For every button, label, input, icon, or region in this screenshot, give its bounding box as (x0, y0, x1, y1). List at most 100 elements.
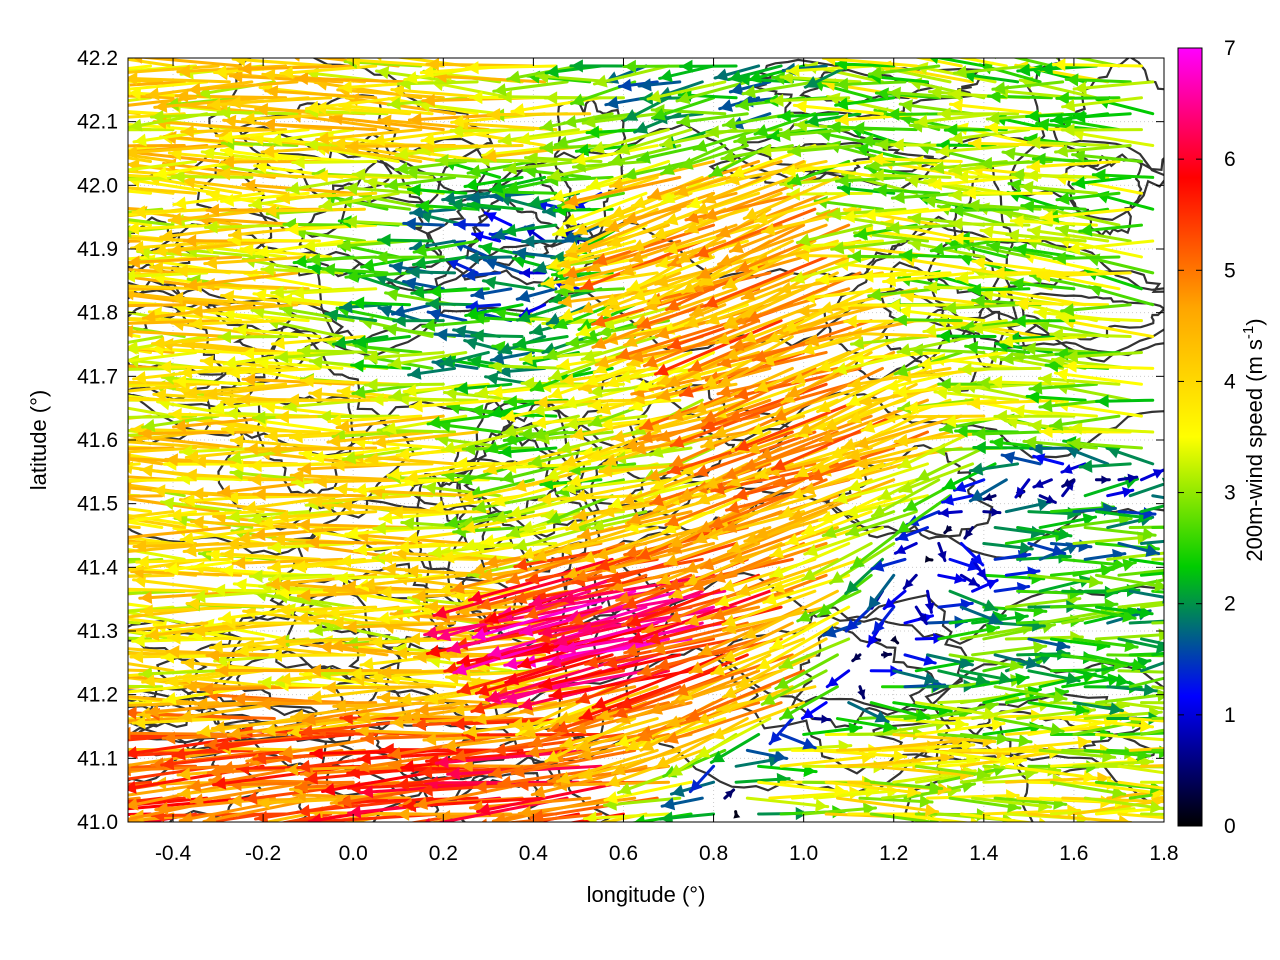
wind-vector (1117, 780, 1164, 790)
wind-vector-head (289, 824, 302, 837)
wind-vector (779, 732, 817, 750)
wind-vector-head (349, 667, 362, 681)
wind-vector-head (733, 811, 741, 819)
wind-vector (903, 653, 937, 666)
wind-vector-head (802, 708, 815, 719)
wind-vector-shaft (993, 685, 1068, 701)
wind-vector-shaft (128, 764, 220, 781)
wind-vector-head (406, 564, 419, 578)
wind-vector-shaft (575, 717, 682, 751)
wind-vector (835, 717, 898, 733)
wind-vector-head (64, 590, 77, 603)
wind-vector-head (433, 605, 448, 619)
wind-vector-shaft (248, 573, 333, 578)
wind-vector-head (379, 585, 392, 599)
wind-vector-head (324, 583, 337, 597)
wind-vector-head (298, 588, 311, 603)
wind-vector-shaft (617, 653, 749, 709)
wind-vector-head (226, 537, 239, 551)
wind-vector-shaft (138, 669, 220, 676)
wind-vector-head (286, 762, 299, 777)
wind-vector (824, 780, 922, 799)
wind-vector-shaft (1106, 551, 1164, 561)
wind-vector-shaft (651, 621, 772, 653)
wind-vector-head (779, 656, 794, 670)
wind-vector-head (460, 759, 473, 773)
wind-vector (774, 653, 839, 691)
wind-vector (128, 617, 164, 625)
wind-vector-head (288, 724, 302, 738)
wind-vector-head (414, 650, 427, 664)
wind-vector-shaft (260, 812, 310, 822)
wind-vector-shaft (1128, 747, 1164, 752)
wind-vector-head (184, 543, 197, 558)
wind-vector-head (295, 780, 308, 794)
wind-vector-head (327, 605, 340, 619)
wind-vector-head (23, 807, 36, 820)
wind-vector (301, 701, 423, 726)
wind-vector-shaft (971, 644, 1048, 657)
wind-vector-shaft (639, 701, 738, 752)
wind-vector-head (234, 578, 247, 592)
wind-vector-head (628, 614, 642, 627)
wind-vector-shaft (334, 573, 423, 581)
wind-vector-head (75, 515, 88, 528)
wind-vector-shaft (1128, 676, 1164, 689)
wind-vector-shaft (636, 717, 727, 748)
wind-vector-head (771, 580, 786, 593)
wind-vector (1094, 732, 1164, 742)
wind-vector-head (136, 555, 149, 569)
wind-vector-shaft (227, 780, 355, 787)
wind-vector-head (923, 672, 938, 686)
wind-vector-shaft (377, 669, 490, 675)
wind-vector-head (31, 772, 44, 785)
wind-vector-head (358, 711, 372, 725)
wind-vector-head (278, 603, 291, 617)
wind-vector-shaft (603, 637, 738, 667)
wind-vector-shaft (276, 605, 378, 612)
wind-vector-shaft (556, 685, 659, 723)
wind-vector (714, 573, 806, 607)
wind-vector-shaft (1072, 780, 1164, 796)
wind-vector (128, 696, 175, 705)
wind-vector-shaft (1004, 597, 1082, 609)
wind-vector-head (472, 627, 487, 641)
wind-vector-shaft (272, 637, 378, 644)
wind-vector (858, 794, 934, 808)
wind-vector-head (415, 796, 429, 810)
wind-vector (185, 597, 288, 611)
wind-vector-head (652, 641, 666, 655)
wind-vector-head (47, 793, 60, 806)
wind-vector-head (309, 690, 322, 704)
wind-vector (491, 732, 625, 757)
wind-vector-shaft (130, 570, 243, 577)
wind-vector (993, 685, 1068, 704)
wind-vector-head (195, 697, 208, 711)
wind-vector (355, 724, 468, 738)
wind-vector-head (395, 646, 408, 660)
wind-vector-head (97, 386, 110, 399)
wind-vector-shaft (357, 748, 502, 761)
wind-vector-head (554, 633, 569, 647)
wind-vector-head (128, 746, 138, 760)
wind-vector-head (203, 826, 216, 839)
wind-vector-head (97, 286, 110, 299)
wind-vector (128, 662, 175, 673)
wind-vector-head (216, 663, 229, 678)
wind-vector-head (58, 495, 71, 508)
wind-vector-head (330, 639, 343, 653)
wind-vector-shaft (770, 557, 862, 593)
wind-vector (813, 748, 908, 763)
wind-vector-head (335, 571, 349, 585)
wind-vector (307, 663, 423, 678)
wind-vector (651, 621, 772, 655)
wind-vector-shaft (128, 684, 164, 689)
wind-vector (497, 764, 625, 789)
wind-vector-shaft (1117, 568, 1164, 577)
wind-vector (695, 717, 772, 759)
wind-vector-head (671, 784, 685, 798)
wind-vector-head (155, 801, 169, 816)
wind-vector-shaft (813, 748, 908, 759)
wind-vector (135, 555, 231, 569)
wind-vector-head (273, 532, 286, 547)
